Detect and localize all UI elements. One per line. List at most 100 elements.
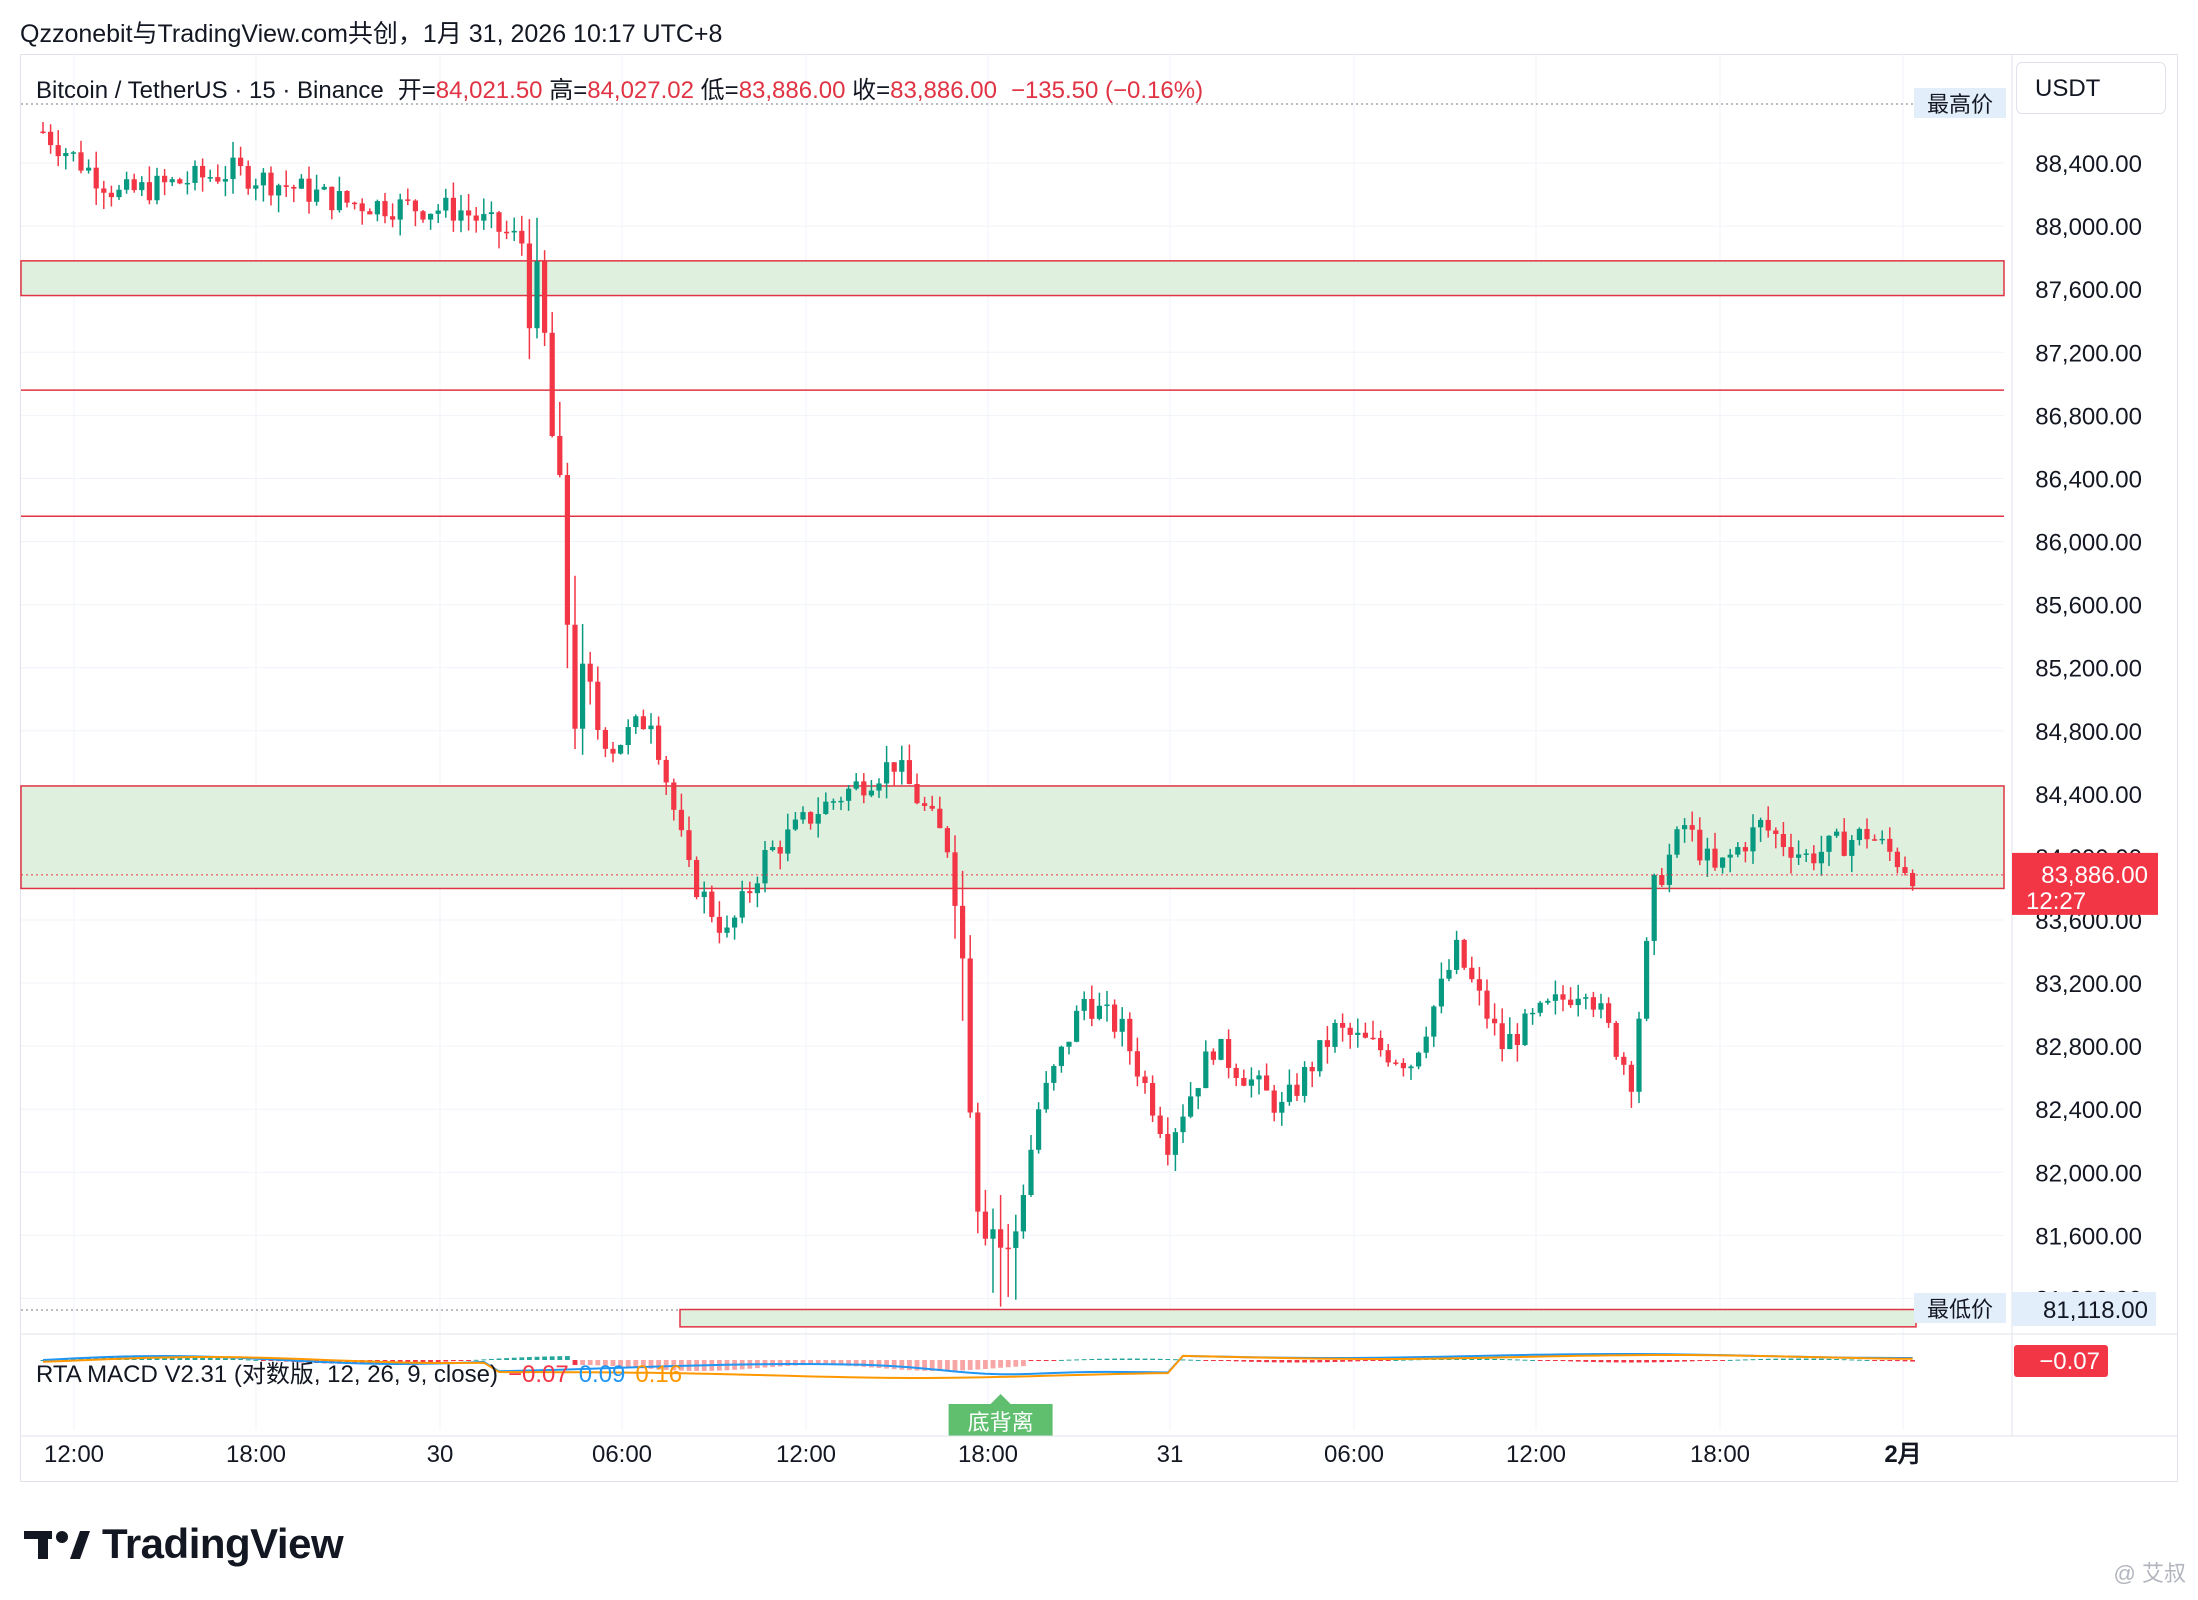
macd-histogram-bar: [1363, 1360, 1368, 1362]
macd-histogram-bar: [1902, 1360, 1908, 1362]
candle-body: [922, 803, 928, 806]
candle-body: [1613, 1022, 1619, 1057]
highest-label: 最高价: [1927, 92, 1993, 117]
change-value: −135.50 (−0.16%): [1010, 77, 1204, 104]
candle-body: [1408, 1066, 1414, 1069]
candle-body: [618, 745, 624, 754]
candle-body: [314, 189, 320, 202]
candle-body: [830, 801, 836, 803]
macd-histogram-bar: [1119, 1358, 1125, 1360]
macd-histogram-bar: [192, 1356, 198, 1360]
macd-histogram-bar: [1203, 1360, 1209, 1361]
candle-body: [1081, 998, 1087, 1011]
candle-body: [1461, 939, 1467, 968]
candle-body: [1157, 1115, 1163, 1134]
macd-histogram-bar: [1309, 1360, 1315, 1363]
y-tick-label: 82,000.00: [2035, 1160, 2142, 1187]
candle-body: [1317, 1040, 1323, 1072]
macd-histogram-bar: [831, 1360, 836, 1366]
macd-histogram-bar: [207, 1357, 213, 1360]
candle-body: [1248, 1079, 1254, 1086]
macd-histogram-bar: [1005, 1360, 1011, 1368]
macd-histogram-bar: [504, 1358, 509, 1360]
macd-histogram-bar: [413, 1360, 418, 1363]
candle-body: [306, 178, 312, 202]
candle-body: [1590, 997, 1596, 1010]
x-tick-label: 18:00: [226, 1441, 286, 1468]
candle-body: [1598, 1003, 1604, 1010]
candle-body: [215, 177, 221, 182]
candle-body: [1302, 1067, 1308, 1096]
macd-histogram-bar: [1066, 1359, 1072, 1361]
macd-histogram-bar: [1834, 1359, 1839, 1361]
candle-body: [1233, 1067, 1239, 1078]
macd-histogram-bar: [1887, 1360, 1893, 1361]
candle-body: [1765, 819, 1771, 831]
macd-indicator-name[interactable]: RTA MACD V2.31 (对数版, 12, 26, 9, close): [36, 1361, 498, 1388]
lowest-value: 81,118.00: [2043, 1297, 2148, 1324]
candle-body: [1476, 979, 1482, 991]
macd-line: [42, 1353, 1913, 1376]
y-tick-label: 87,600.00: [2035, 277, 2142, 304]
candle-body: [595, 681, 601, 730]
y-tick-label: 81,600.00: [2035, 1223, 2142, 1250]
candle-body: [1651, 875, 1657, 941]
macd-histogram-bar: [1750, 1359, 1756, 1361]
lowest-value-box: [2012, 1292, 2156, 1326]
candle-body: [914, 783, 920, 804]
macd-histogram-bar: [603, 1360, 608, 1366]
tradingview-logo[interactable]: TradingView: [24, 1520, 344, 1568]
macd-histogram-bar: [1606, 1360, 1611, 1363]
macd-histogram-bar: [1036, 1360, 1041, 1361]
candle-body: [154, 175, 160, 201]
candle-body: [906, 760, 912, 784]
candle-body: [1362, 1032, 1368, 1038]
macd-histogram-bar: [1591, 1360, 1596, 1363]
candle-body: [1697, 829, 1703, 861]
macd-histogram-bar: [1712, 1360, 1718, 1361]
macd-histogram-bar: [1393, 1359, 1399, 1361]
candle-body: [1241, 1077, 1247, 1086]
macd-histogram-bar: [960, 1360, 965, 1371]
macd-histogram-bar: [823, 1360, 829, 1366]
currency-selector[interactable]: USDT: [2016, 62, 2166, 114]
macd-histogram-bar: [1705, 1360, 1710, 1361]
y-tick-label: 83,200.00: [2035, 971, 2142, 998]
candle-body: [1210, 1051, 1216, 1060]
macd-histogram-bar: [641, 1360, 646, 1369]
candle-body: [352, 202, 358, 205]
candle-body: [1849, 840, 1855, 856]
macd-histogram-bar: [1218, 1360, 1224, 1361]
candle-body: [1127, 1018, 1133, 1052]
candle-body: [754, 883, 760, 894]
candle-body: [602, 729, 608, 749]
candle-body: [1264, 1075, 1270, 1091]
macd-histogram-bar: [1081, 1359, 1087, 1361]
macd-histogram-bar: [1910, 1360, 1915, 1362]
candle-body: [344, 191, 350, 203]
candle-body: [1112, 1004, 1118, 1032]
macd-line-value: 0.09: [578, 1361, 626, 1388]
macd-histogram-bar: [1287, 1360, 1292, 1363]
zone-band: [20, 260, 2005, 297]
y-tick-label: 86,000.00: [2035, 530, 2142, 557]
macd-histogram-bar: [1195, 1359, 1201, 1361]
candle-body: [1514, 1034, 1520, 1046]
macd-histogram-bar: [458, 1360, 464, 1361]
zone-band: [20, 785, 2005, 890]
candle-body: [564, 475, 570, 625]
x-tick-label: 18:00: [958, 1441, 1018, 1468]
candle-body: [1446, 969, 1452, 979]
macd-histogram-bar: [1241, 1360, 1247, 1362]
macd-histogram-bar: [489, 1358, 494, 1360]
candle-body: [792, 819, 798, 830]
open-label: 开=: [397, 77, 436, 104]
macd-histogram-bar: [1507, 1359, 1513, 1361]
macd-histogram-bar: [899, 1360, 905, 1370]
candle-body: [116, 189, 122, 198]
macd-histogram-bar: [40, 1360, 46, 1361]
macd-histogram-bar: [435, 1360, 441, 1362]
candle-body: [1309, 1067, 1315, 1072]
macd-histogram-bar: [1689, 1360, 1695, 1362]
